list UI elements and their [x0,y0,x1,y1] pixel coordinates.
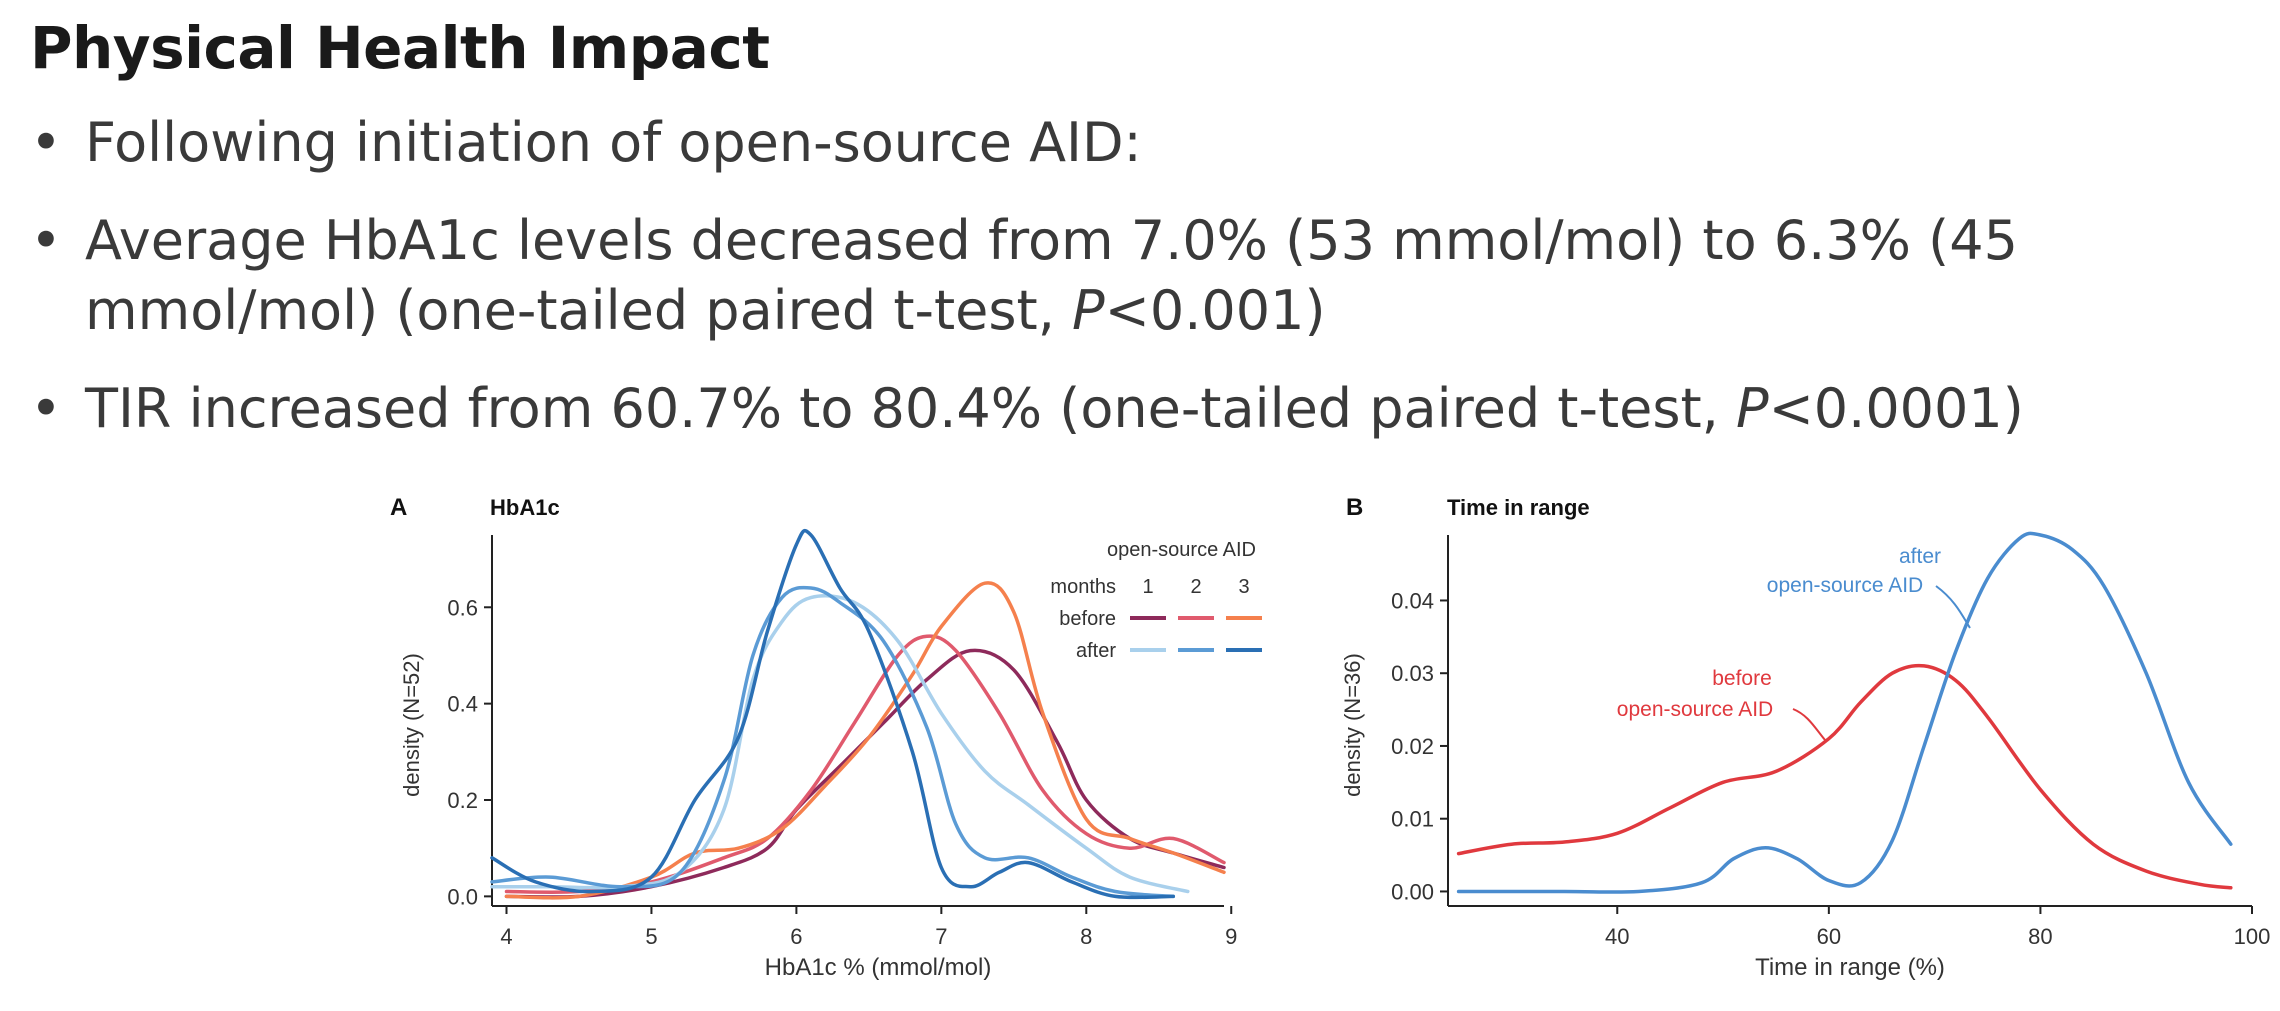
x-tick-label: 9 [1225,924,1237,949]
legend-row-before: before [1059,608,1116,630]
panel-a-hba1c: A HbA1c 0.0 0.2 0.4 0.6 4 5 6 7 8 9 HbA1c % (mmo… [390,494,1262,981]
p-value-symbol: P [1735,377,1769,440]
x-tick-label: 40 [1605,924,1629,949]
panel-a-legend: open-source AID months 1 2 3 before afte… [1050,539,1262,662]
series-line-before-1 [504,648,1226,899]
bullet-text: TIR increased from 60.7% to 80.4% (one-t… [85,377,1736,440]
panel-b-time-in-range: B Time in range 0.00 0.01 0.02 0.03 0.04 40 6… [1340,494,2270,981]
legend-col-3: 3 [1238,576,1249,598]
series-line-before-open-source-aid [1456,663,2233,890]
annotation-before-line2: open-source AID [1617,698,1773,721]
annotation-after-leader [1935,585,1971,629]
bullet-item: TIR increased from 60.7% to 80.4% (one-t… [30,374,2260,444]
legend-col-header: months [1050,576,1116,598]
series-line-after-1 [490,594,1190,894]
x-tick-label: 100 [2234,924,2271,949]
annotation-after-line1: after [1899,545,1941,568]
bullet-text: Average HbA1c levels decreased from 7.0%… [85,209,2018,342]
y-tick-label: 0.2 [447,788,478,813]
legend-col-1: 1 [1142,576,1153,598]
y-tick-label: 0.01 [1391,807,1434,832]
x-tick-label: 80 [2028,924,2052,949]
panel-b-y-label: density (N=36) [1340,653,1365,797]
series-line-before-3 [504,581,1226,900]
y-tick-label: 0.02 [1391,734,1434,759]
x-tick-label: 5 [645,924,657,949]
series-line-after-3 [490,528,1176,900]
y-tick-label: 0.04 [1391,588,1434,613]
legend-row-after: after [1076,640,1116,662]
annotation-after-line2: open-source AID [1767,574,1923,597]
annotation-before-leader [1792,708,1826,741]
bullet-text: Following initiation of open-source AID: [85,111,1142,174]
y-tick-label: 0.4 [447,692,478,717]
p-value-symbol: P [1072,279,1105,342]
panel-b-x-label: Time in range (%) [1755,954,1945,981]
x-tick-label: 7 [935,924,947,949]
bullet-text-end: <0.0001) [1768,377,2024,440]
panel-a-x-label: HbA1c % (mmol/mol) [765,954,992,981]
panel-a-label: A [390,494,407,521]
panel-a-y-label: density (N=52) [399,653,424,797]
annotation-before-line1: before [1712,667,1772,690]
bullet-list: Following initiation of open-source AID:… [30,108,2260,472]
bullet-item: Average HbA1c levels decreased from 7.0%… [30,206,2260,346]
y-tick-label: 0.0 [447,884,478,909]
series-line-before-2 [504,634,1226,895]
x-tick-label: 6 [790,924,802,949]
slide-title: Physical Health Impact [30,14,770,82]
series-line-after-2 [490,585,1176,899]
x-tick-label: 8 [1080,924,1092,949]
legend-title: open-source AID [1107,539,1256,561]
legend-col-2: 2 [1190,576,1201,598]
y-tick-label: 0.00 [1391,879,1434,904]
y-tick-label: 0.6 [447,595,478,620]
bullet-text-end: <0.001) [1104,279,1326,342]
y-tick-label: 0.03 [1391,661,1434,686]
panel-a-title: HbA1c [490,495,560,520]
panel-b-label: B [1346,494,1363,521]
x-tick-label: 4 [500,924,512,949]
panel-b-title: Time in range [1447,495,1590,520]
bullet-item: Following initiation of open-source AID: [30,108,2260,178]
x-tick-label: 60 [1817,924,1841,949]
series-line-after-open-source-aid [1456,531,2233,894]
